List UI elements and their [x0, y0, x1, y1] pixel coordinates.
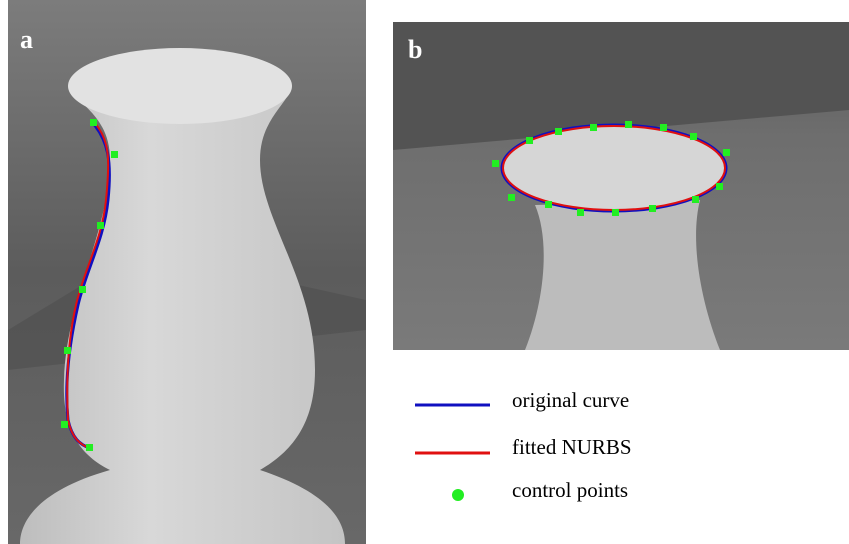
panel-b: b — [393, 22, 849, 350]
legend-swatch — [452, 489, 464, 501]
legend: original curve fitted NURBS control poin… — [415, 388, 632, 502]
legend-label: original curve — [512, 388, 629, 412]
panel-label: a — [20, 25, 33, 54]
vase-rim — [68, 48, 292, 124]
legend-label: fitted NURBS — [512, 435, 632, 459]
page: a b original curve fitted NURBS control … — [0, 0, 849, 544]
legend-label: control points — [512, 478, 628, 502]
panel-label: b — [408, 35, 422, 64]
figure: a b original curve fitted NURBS control … — [0, 0, 849, 544]
panel-a: a — [8, 0, 366, 544]
vase — [525, 200, 720, 350]
